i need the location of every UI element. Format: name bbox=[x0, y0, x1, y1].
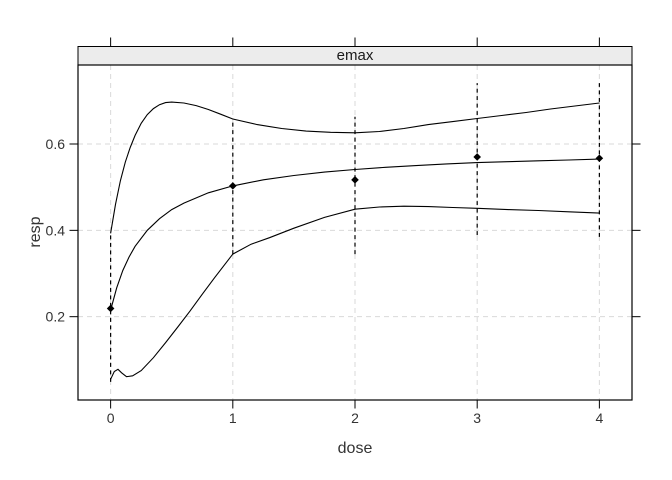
data-point bbox=[351, 176, 359, 184]
fitted-emax-curve-curve bbox=[110, 158, 600, 311]
upper-confidence-band-curve bbox=[110, 101, 600, 234]
strip-panel-title: emax bbox=[336, 47, 374, 64]
data-point bbox=[595, 154, 604, 163]
x-tick-label: 1 bbox=[229, 410, 237, 426]
data-point bbox=[473, 153, 481, 161]
y-tick-label: 0.4 bbox=[46, 222, 66, 238]
panel-border bbox=[77, 64, 633, 401]
lower-confidence-band-curve bbox=[110, 205, 600, 380]
data-point bbox=[106, 304, 115, 313]
y-tick-label: 0.2 bbox=[46, 309, 66, 325]
data-point bbox=[229, 182, 237, 190]
x-tick-label: 4 bbox=[595, 410, 603, 426]
x-tick-label: 0 bbox=[107, 410, 115, 426]
x-axis-title: dose bbox=[337, 440, 373, 457]
x-tick-label: 2 bbox=[351, 410, 359, 426]
y-tick-label: 0.6 bbox=[46, 136, 66, 152]
x-tick-label: 3 bbox=[473, 410, 481, 426]
y-axis-title: resp bbox=[27, 216, 44, 248]
